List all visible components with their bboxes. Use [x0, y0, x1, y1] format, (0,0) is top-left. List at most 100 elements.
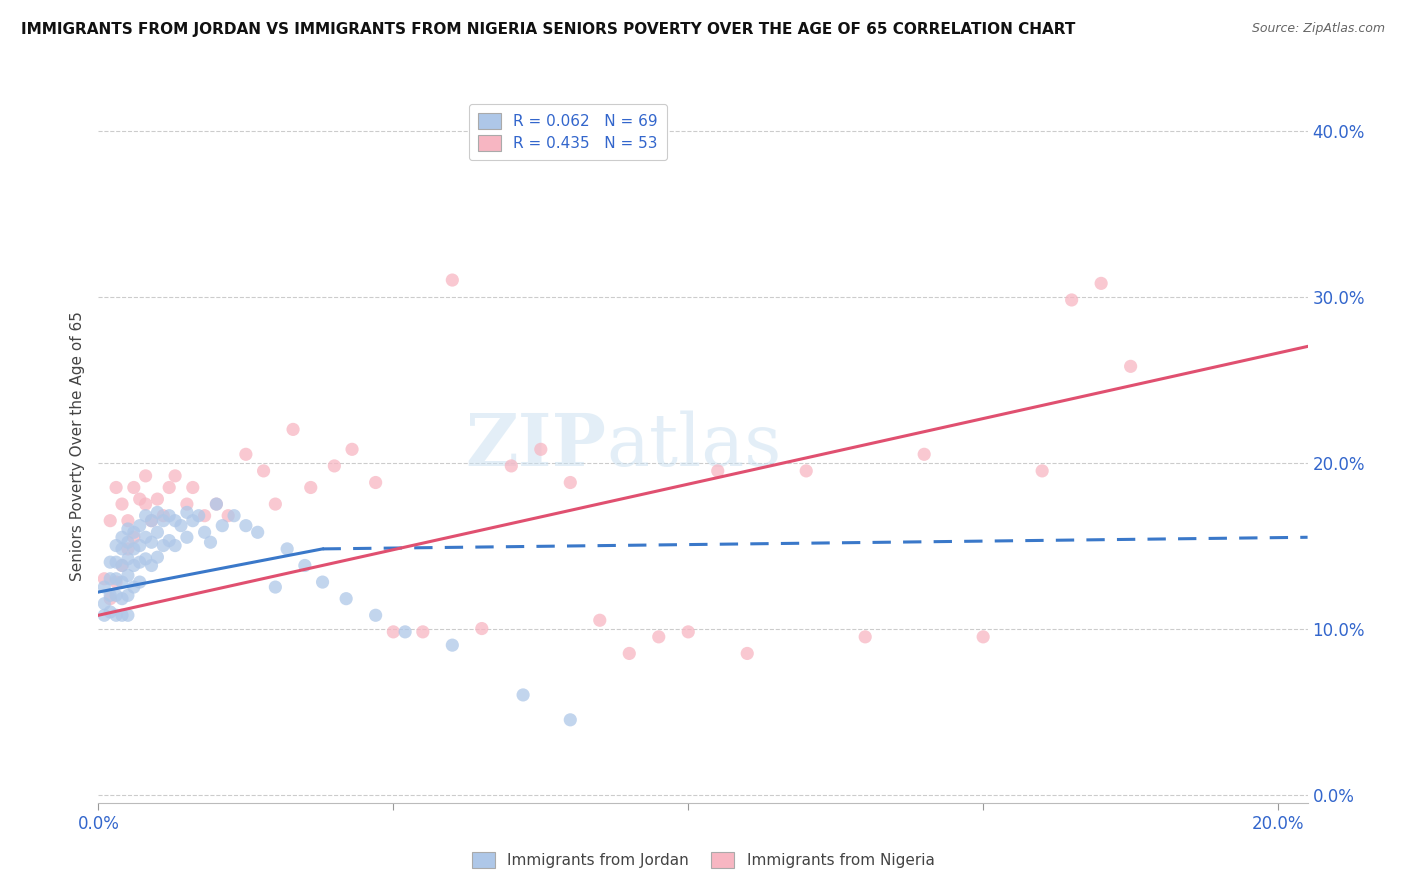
Point — [141, 514, 163, 528]
Point — [135, 530, 157, 544]
Point — [93, 572, 115, 586]
Point — [122, 580, 145, 594]
Point — [501, 458, 523, 473]
Point — [128, 492, 150, 507]
Point — [335, 591, 357, 606]
Point — [117, 522, 139, 536]
Point — [187, 508, 209, 523]
Text: ZIP: ZIP — [465, 410, 606, 482]
Point — [382, 624, 405, 639]
Point — [252, 464, 274, 478]
Point — [122, 541, 145, 556]
Point — [181, 514, 204, 528]
Point — [117, 541, 139, 556]
Point — [853, 630, 876, 644]
Text: IMMIGRANTS FROM JORDAN VS IMMIGRANTS FROM NIGERIA SENIORS POVERTY OVER THE AGE O: IMMIGRANTS FROM JORDAN VS IMMIGRANTS FRO… — [21, 22, 1076, 37]
Point — [1031, 464, 1053, 478]
Point — [98, 514, 121, 528]
Point — [706, 464, 728, 478]
Point — [176, 505, 198, 519]
Point — [217, 508, 239, 523]
Point — [117, 568, 139, 582]
Point — [441, 638, 464, 652]
Point — [264, 580, 287, 594]
Point — [176, 530, 198, 544]
Point — [98, 572, 121, 586]
Point — [619, 647, 641, 661]
Point — [128, 518, 150, 533]
Point — [128, 555, 150, 569]
Point — [111, 558, 134, 573]
Point — [111, 541, 134, 556]
Point — [512, 688, 534, 702]
Point — [530, 442, 553, 457]
Point — [235, 447, 257, 461]
Point — [299, 481, 322, 495]
Point — [111, 530, 134, 544]
Point — [157, 481, 180, 495]
Point — [170, 518, 193, 533]
Point — [105, 572, 128, 586]
Point — [560, 713, 582, 727]
Point — [105, 481, 128, 495]
Point — [157, 533, 180, 548]
Text: Source: ZipAtlas.com: Source: ZipAtlas.com — [1251, 22, 1385, 36]
Point — [157, 508, 180, 523]
Point — [122, 481, 145, 495]
Point — [135, 552, 157, 566]
Point — [912, 447, 935, 461]
Point — [276, 541, 298, 556]
Text: atlas: atlas — [606, 410, 782, 482]
Point — [205, 497, 228, 511]
Point — [135, 508, 157, 523]
Point — [678, 624, 700, 639]
Point — [93, 580, 115, 594]
Point — [735, 647, 758, 661]
Point — [165, 468, 187, 483]
Legend: Immigrants from Jordan, Immigrants from Nigeria: Immigrants from Jordan, Immigrants from … — [463, 843, 943, 877]
Point — [194, 508, 217, 523]
Point — [146, 525, 169, 540]
Point — [146, 505, 169, 519]
Point — [165, 539, 187, 553]
Point — [560, 475, 582, 490]
Point — [441, 273, 464, 287]
Point — [105, 555, 128, 569]
Point — [141, 558, 163, 573]
Point — [152, 508, 174, 523]
Point — [122, 525, 145, 540]
Point — [117, 608, 139, 623]
Point — [122, 530, 145, 544]
Point — [152, 514, 174, 528]
Point — [111, 591, 134, 606]
Point — [111, 608, 134, 623]
Point — [471, 622, 494, 636]
Point — [364, 475, 387, 490]
Point — [176, 497, 198, 511]
Point — [141, 514, 163, 528]
Point — [117, 588, 139, 602]
Point — [589, 613, 612, 627]
Point — [93, 608, 115, 623]
Point — [340, 442, 363, 457]
Point — [165, 514, 187, 528]
Point — [294, 558, 316, 573]
Point — [1119, 359, 1142, 374]
Point — [135, 497, 157, 511]
Point — [128, 575, 150, 590]
Point — [117, 552, 139, 566]
Point — [364, 608, 387, 623]
Point — [105, 539, 128, 553]
Point — [98, 591, 121, 606]
Point — [98, 555, 121, 569]
Point — [152, 539, 174, 553]
Point — [246, 525, 269, 540]
Point — [181, 481, 204, 495]
Point — [141, 535, 163, 549]
Point — [794, 464, 817, 478]
Point — [98, 605, 121, 619]
Point — [1090, 277, 1112, 291]
Point — [235, 518, 257, 533]
Point — [194, 525, 217, 540]
Point — [648, 630, 671, 644]
